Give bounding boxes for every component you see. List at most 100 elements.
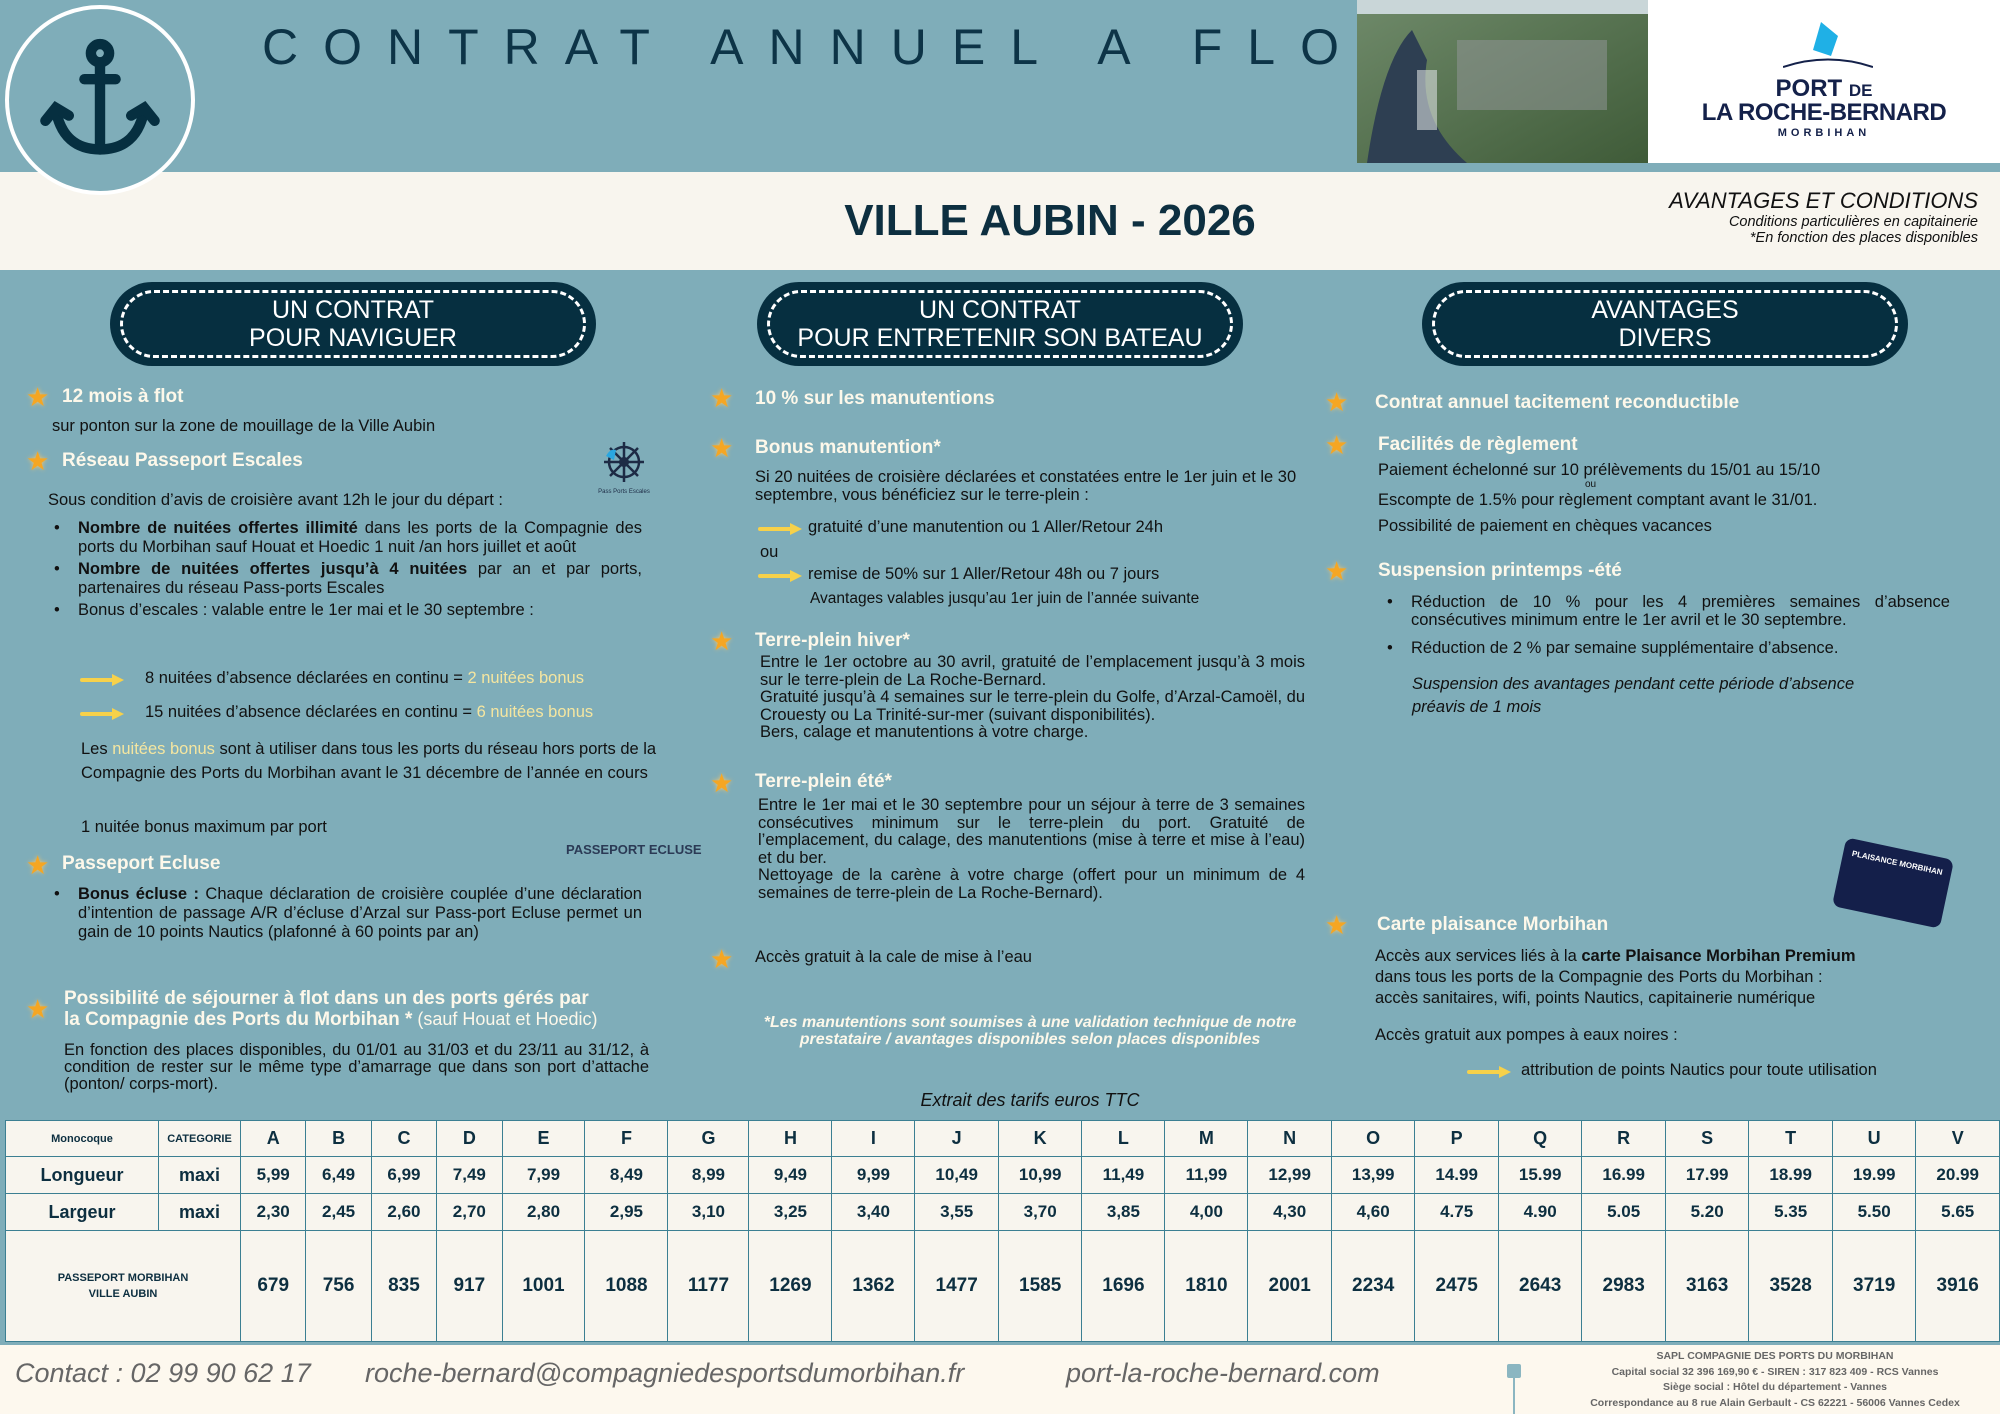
- payment-line: Possibilité de paiement en chèques vacan…: [1378, 517, 1712, 535]
- table-cell: 8,49: [584, 1156, 669, 1194]
- payment-line: Escompte de 1.5% pour règlement comptant…: [1378, 491, 1818, 509]
- section-title: Possibilité de séjourner à flot dans un …: [64, 988, 598, 1030]
- table-cell: 7,99: [501, 1156, 586, 1194]
- port-logo: PORT DE LA ROCHE-BERNARD MORBIHAN: [1648, 0, 2000, 163]
- section-text: attribution de points Nautics pour toute…: [1521, 1061, 1877, 1079]
- table-cell: Monocoque: [5, 1120, 159, 1157]
- or-label: ou: [760, 543, 779, 561]
- table-cell: 917: [436, 1230, 503, 1342]
- section-title: Contrat annuel tacitement reconductible: [1375, 392, 1740, 413]
- pill-naviguer: UN CONTRAT POUR NAVIGUER: [110, 282, 596, 366]
- table-cell: 11,99: [1164, 1156, 1249, 1194]
- table-cell: Q: [1497, 1120, 1583, 1157]
- section-title: Carte plaisance Morbihan: [1377, 914, 1609, 935]
- table-cell: 1269: [748, 1230, 833, 1342]
- bonus-line: 15 nuitées d’absence déclarées en contin…: [145, 703, 594, 721]
- pass-ports-escales-logo: Pass Ports Escales: [596, 440, 652, 495]
- table-cell: 1585: [997, 1230, 1083, 1342]
- table-cell: 2,30: [239, 1193, 307, 1231]
- table-cell: 3,10: [667, 1193, 750, 1231]
- table-cell: M: [1164, 1120, 1249, 1157]
- pill-entretenir: UN CONTRAT POUR ENTRETENIR SON BATEAU: [757, 282, 1243, 366]
- section-title: Passeport Ecluse: [62, 853, 221, 874]
- section-title: 12 mois à flot: [62, 386, 184, 407]
- list-item: Nombre de nuitées offertes illimité dans…: [52, 519, 642, 557]
- table-cell: 9,99: [831, 1156, 916, 1194]
- table-cell: O: [1330, 1120, 1416, 1157]
- table-cell: U: [1831, 1120, 1917, 1157]
- table-cell: 1696: [1081, 1230, 1166, 1342]
- table-cell: 15.99: [1497, 1156, 1583, 1194]
- table-cell: 6,49: [305, 1156, 372, 1194]
- table-cell: 5,99: [239, 1156, 307, 1194]
- table-cell: 2475: [1414, 1230, 1499, 1342]
- star-icon: ★: [710, 433, 734, 463]
- table-cell: 20.99: [1915, 1156, 2000, 1194]
- table-cell: 3,70: [997, 1193, 1083, 1231]
- table-cell: 5.35: [1748, 1193, 1833, 1231]
- table-cell: R: [1581, 1120, 1666, 1157]
- star-icon: ★: [710, 383, 734, 413]
- table-cell: 1177: [667, 1230, 750, 1342]
- table-cell: 6,99: [370, 1156, 438, 1194]
- bonus-note: Les nuitées bonus sont à utiliser dans t…: [81, 740, 657, 782]
- table-cell: maxi: [158, 1156, 241, 1194]
- table-cell: J: [914, 1120, 999, 1157]
- plaisance-card-image: PLAISANCE MORBIHAN: [1831, 837, 1955, 929]
- table-cell: 14.99: [1414, 1156, 1499, 1194]
- contract-heading: VILLE AUBIN - 2026: [844, 196, 1256, 245]
- section-text: Sous condition d’avis de croisière avant…: [48, 491, 503, 509]
- aerial-photo: [1357, 0, 1648, 163]
- section-text: sur ponton sur la zone de mouillage de l…: [52, 417, 436, 435]
- handling-option: remise de 50% sur 1 Aller/Retour 48h ou …: [808, 565, 1160, 583]
- bonus-max: 1 nuitée bonus maximum par port: [81, 818, 327, 836]
- table-cell: 3916: [1915, 1230, 2000, 1342]
- section-text: Entre le 1er octobre au 30 avril, gratui…: [760, 653, 1305, 741]
- table-cell: F: [584, 1120, 669, 1157]
- table-cell: A: [239, 1120, 307, 1157]
- arrow-right-icon: [80, 708, 124, 720]
- table-cell: 2643: [1497, 1230, 1583, 1342]
- website-link[interactable]: port-la-roche-bernard.com: [1066, 1358, 1380, 1388]
- section-text: Accès gratuit aux pompes à eaux noires :: [1375, 1026, 1678, 1044]
- table-cell: H: [748, 1120, 833, 1157]
- section-text: Accès aux services liés à la carte Plais…: [1375, 947, 1856, 1007]
- table-cell: CATEGORIE: [158, 1120, 241, 1157]
- table-cell: 2,60: [370, 1193, 438, 1231]
- table-cell: 13,99: [1330, 1156, 1416, 1194]
- section-title: Terre-plein été*: [755, 771, 892, 792]
- table-cell: 3163: [1664, 1230, 1750, 1342]
- table-cell: 10,99: [997, 1156, 1083, 1194]
- table-cell: 679: [239, 1230, 307, 1342]
- list-item: Réduction de 2 % par semaine supplémenta…: [1385, 639, 1950, 657]
- table-cell: 4,30: [1247, 1193, 1332, 1231]
- table-cell: 12,99: [1247, 1156, 1332, 1194]
- table-cell: 2,45: [305, 1193, 372, 1231]
- star-icon: ★: [26, 994, 50, 1024]
- star-icon: ★: [1325, 910, 1349, 940]
- escales-list: Nombre de nuitées offertes illimité dans…: [52, 519, 642, 623]
- table-row-largeur: Largeur maxi 2,30 2,45 2,60 2,70 2,80 2,95 3,10 3…: [5, 1193, 2000, 1231]
- section-title: Facilités de règlement: [1378, 434, 1578, 455]
- section-title: 10 % sur les manutentions: [755, 388, 995, 409]
- handling-option: gratuité d’une manutention ou 1 Aller/Re…: [808, 518, 1163, 536]
- table-cell: maxi: [158, 1193, 241, 1231]
- table-cell: 1001: [501, 1230, 586, 1342]
- table-cell: 3,40: [831, 1193, 916, 1231]
- or-label: ou: [1585, 479, 1597, 490]
- contact-email[interactable]: roche-bernard@compagniedesportsdumorbiha…: [365, 1358, 965, 1388]
- table-cell: G: [667, 1120, 750, 1157]
- footer: [0, 1345, 2000, 1414]
- ecluse-list: Bonus écluse : Chaque déclaration de cro…: [52, 885, 642, 945]
- logo-flag-icon: [1783, 22, 1873, 68]
- handling-note: Avantages valables jusqu’au 1er juin de …: [810, 590, 1200, 607]
- table-cell: 2001: [1247, 1230, 1332, 1342]
- table-cell: 5.20: [1664, 1193, 1750, 1231]
- table-cell: D: [436, 1120, 503, 1157]
- table-cell: 2,95: [584, 1193, 669, 1231]
- table-cell: 1810: [1164, 1230, 1249, 1342]
- pin-icon: [1507, 1364, 1521, 1414]
- table-header-row: Monocoque CATEGORIE A B C D E F G H I J K L M N O P Q R S T U V: [5, 1120, 2000, 1157]
- table-row-longueur: Longueur maxi 5,99 6,49 6,99 7,49 7,99 8,49 8,99…: [5, 1156, 2000, 1194]
- table-cell: 3,25: [748, 1193, 833, 1231]
